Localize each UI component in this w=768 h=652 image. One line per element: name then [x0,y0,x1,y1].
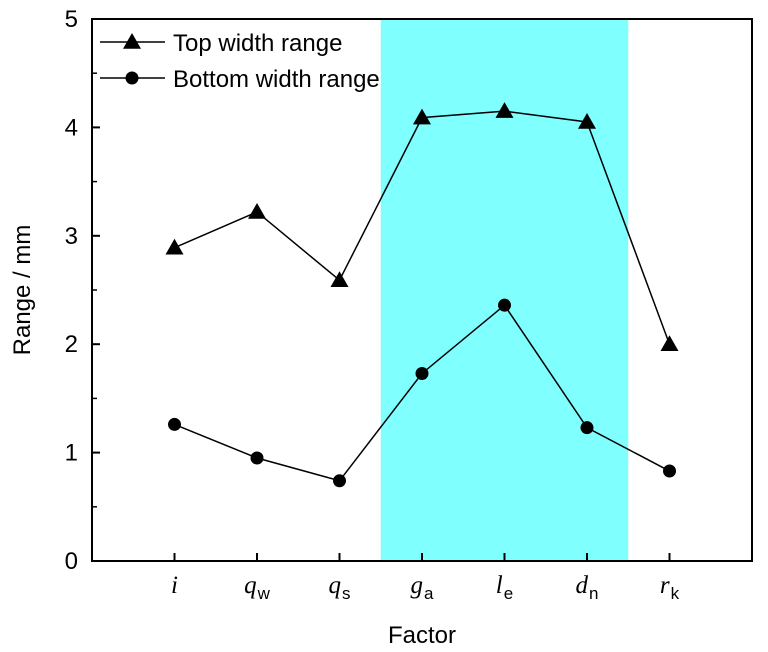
highlight-band-layer [380,19,629,561]
legend-label-bottom-width: Bottom width range [173,66,380,93]
x-tick-label: dn [576,572,599,603]
bottom-width-point [415,366,429,380]
legend-marker-bottom-width [125,71,139,85]
x-tick-label: ga [411,572,435,603]
legend-label-top-width: Top width range [173,30,342,57]
x-tick-label: qw [244,572,271,603]
x-tick-label: rk [660,572,680,603]
x-axis-label: Factor [388,622,456,649]
top-width-point [413,108,431,125]
x-tick-label: i [171,572,178,599]
top-width-point [165,238,184,255]
top-width-point [330,271,349,287]
y-axis-label: Range / mm [9,225,36,356]
top-width-point [248,202,266,219]
y-tick-label: 1 [65,440,78,467]
legend: Top width range Bottom width range [100,30,380,93]
bottom-width-point [333,474,346,488]
bottom-width-point [580,421,594,435]
y-tick-label: 4 [65,114,78,141]
bottom-width-point [250,451,264,465]
top-width-point [578,112,596,129]
x-tick-label: le [496,572,513,603]
y-tick-label: 3 [65,223,78,250]
bottom-width-point [663,464,676,478]
y-tick-label: 0 [65,548,78,575]
bottom-width-point [498,298,511,312]
ticks-layer: 0 1 2 3 4 5 i qw qs ga le dn rk [65,6,680,603]
y-tick-label: 5 [65,6,78,33]
top-width-point [660,335,679,351]
top-width-point [495,102,514,118]
series-layer [165,102,679,488]
x-tick-label: qs [329,572,351,603]
highlight-band [380,19,629,561]
bottom-width-point [168,417,181,431]
legend-marker-top-width [123,33,141,49]
y-tick-label: 2 [65,331,78,358]
